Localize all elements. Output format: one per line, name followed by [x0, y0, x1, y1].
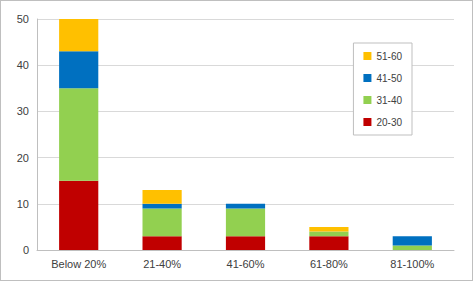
svg-text:41-50: 41-50 — [376, 73, 402, 84]
svg-text:50: 50 — [17, 13, 29, 25]
svg-text:10: 10 — [17, 198, 29, 210]
svg-text:20: 20 — [17, 152, 29, 164]
svg-text:31-40: 31-40 — [376, 95, 402, 106]
svg-text:81-100%: 81-100% — [390, 258, 434, 270]
svg-text:41-60%: 41-60% — [227, 258, 265, 270]
svg-text:20-30: 20-30 — [376, 117, 402, 128]
svg-text:30: 30 — [17, 105, 29, 117]
svg-text:0: 0 — [23, 244, 29, 256]
svg-text:40: 40 — [17, 59, 29, 71]
svg-text:51-60: 51-60 — [376, 51, 402, 62]
svg-text:61-80%: 61-80% — [310, 258, 348, 270]
svg-text:21-40%: 21-40% — [143, 258, 181, 270]
svg-text:Below 20%: Below 20% — [51, 258, 106, 270]
